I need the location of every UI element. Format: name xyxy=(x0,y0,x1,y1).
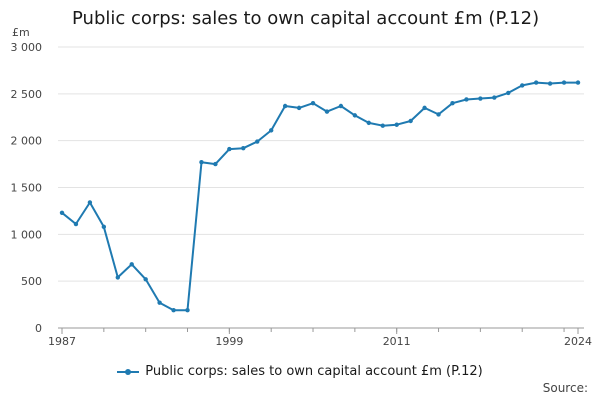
data-point[interactable] xyxy=(213,161,218,167)
data-point[interactable] xyxy=(255,139,260,144)
data-point[interactable] xyxy=(520,83,525,88)
data-point[interactable] xyxy=(171,308,176,313)
data-point[interactable] xyxy=(338,103,344,109)
y-tick-label: 500 xyxy=(21,275,42,288)
data-point[interactable] xyxy=(324,109,330,114)
data-point[interactable] xyxy=(380,123,385,128)
data-point[interactable] xyxy=(310,101,316,106)
data-point[interactable] xyxy=(129,262,134,267)
data-point[interactable] xyxy=(450,101,455,106)
y-tick-label: 0 xyxy=(35,322,42,335)
legend-label: Public corps: sales to own capital accou… xyxy=(145,364,483,379)
x-tick-label: 1987 xyxy=(48,335,76,348)
data-point[interactable] xyxy=(101,224,107,230)
data-point[interactable] xyxy=(59,210,65,215)
y-tick-label: 3 000 xyxy=(11,41,43,54)
data-point[interactable] xyxy=(352,113,358,118)
x-tick-label: 2024 xyxy=(564,335,592,348)
axes: 0 500 1 000 1 500 2 000 2 500 3 000 1987 1999 201… xyxy=(11,41,593,348)
data-point[interactable] xyxy=(436,112,441,117)
data-point[interactable] xyxy=(478,96,483,101)
data-point[interactable] xyxy=(143,277,148,282)
data-point[interactable] xyxy=(422,105,427,111)
data-point[interactable] xyxy=(506,90,511,96)
y-tick-label: 2 500 xyxy=(11,88,43,101)
data-point[interactable] xyxy=(547,81,553,86)
data-point[interactable] xyxy=(575,80,581,85)
data-point[interactable] xyxy=(227,146,232,152)
data-point[interactable] xyxy=(394,122,399,127)
series-line xyxy=(61,81,578,312)
data-point[interactable] xyxy=(185,308,190,313)
data-point[interactable] xyxy=(199,160,204,165)
data-point[interactable] xyxy=(87,200,93,205)
data-point[interactable] xyxy=(366,120,372,126)
series-layer xyxy=(59,80,581,313)
data-point[interactable] xyxy=(296,105,302,111)
x-tick-label: 1999 xyxy=(215,335,243,348)
y-tick-label: 2 000 xyxy=(11,135,43,148)
y-tick-label: 1 000 xyxy=(11,228,43,241)
legend-swatch-icon xyxy=(117,367,140,377)
data-point[interactable] xyxy=(561,80,567,85)
y-axis-unit-label: £m xyxy=(12,26,30,39)
data-point[interactable] xyxy=(73,221,79,227)
grid-lines xyxy=(58,46,584,282)
data-point[interactable] xyxy=(464,97,469,102)
data-point[interactable] xyxy=(282,103,288,109)
data-point[interactable] xyxy=(241,145,246,151)
data-point[interactable] xyxy=(533,80,539,85)
data-point[interactable] xyxy=(268,128,274,133)
data-point[interactable] xyxy=(157,300,162,305)
legend[interactable]: Public corps: sales to own capital accou… xyxy=(0,364,600,379)
data-point[interactable] xyxy=(408,118,413,124)
data-point[interactable] xyxy=(115,275,120,280)
data-point[interactable] xyxy=(492,95,497,100)
x-tick-label: 2011 xyxy=(383,335,411,348)
source-label: Source: xyxy=(542,381,588,395)
y-tick-label: 1 500 xyxy=(11,182,43,195)
chart-title: Public corps: sales to own capital accou… xyxy=(72,8,540,29)
